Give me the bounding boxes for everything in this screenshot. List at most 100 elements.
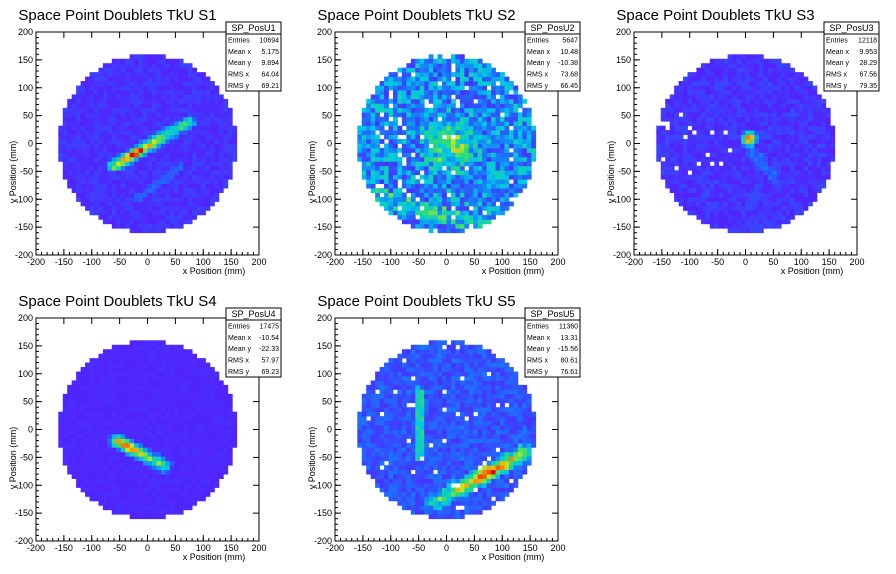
heatmap-cell (80, 389, 86, 395)
heatmap-cell (151, 107, 157, 113)
heatmap-cell (821, 165, 827, 171)
heatmap-cell (98, 147, 104, 153)
heatmap-cell (732, 210, 737, 216)
heatmap-cell (134, 54, 139, 60)
heatmap-cell (816, 143, 822, 149)
heatmap-cell (111, 371, 117, 377)
heatmap-cell (98, 393, 104, 399)
heatmap-cell (772, 121, 778, 127)
heatmap-cell (714, 76, 720, 82)
heatmap-cell (116, 156, 122, 162)
heatmap-cell (785, 197, 791, 202)
heatmap-cell (156, 223, 162, 229)
heatmap-cell (107, 147, 113, 153)
heatmap-cell (93, 210, 99, 216)
heatmap-cell (169, 210, 175, 216)
heatmap-cell (504, 188, 510, 193)
heatmap-cell (482, 76, 488, 82)
heatmap-cell (500, 197, 505, 202)
heatmap-cell (201, 201, 206, 207)
heatmap-cell (116, 107, 122, 113)
heatmap-cell (116, 474, 122, 479)
heatmap-cell (116, 121, 122, 127)
heatmap-cell (526, 121, 532, 127)
heatmap-cell (410, 143, 416, 149)
heatmap-cell (482, 81, 488, 86)
heatmap-cell (522, 147, 528, 153)
heatmap-cell (763, 103, 769, 109)
heatmap-cell (781, 121, 787, 127)
heatmap-cell (223, 174, 229, 180)
heatmap-cell (758, 116, 764, 122)
heatmap-cell (102, 161, 108, 167)
heatmap-cell (482, 134, 488, 140)
heatmap-cell (486, 76, 492, 82)
heatmap-cell (428, 130, 434, 135)
heatmap-cell (384, 85, 389, 91)
heatmap-cell (754, 147, 760, 153)
heatmap-cell (67, 174, 73, 180)
heatmap-cell (80, 460, 86, 466)
heatmap-cell (656, 152, 662, 158)
heatmap-cell (772, 81, 778, 86)
heatmap-cell (442, 179, 447, 185)
heatmap-cell (129, 219, 135, 225)
heatmap-cell (102, 63, 108, 69)
heatmap-cell (718, 63, 724, 69)
heatmap-cell (357, 143, 363, 149)
heatmap-cell (450, 81, 456, 86)
heatmap-cell (93, 107, 99, 113)
heatmap-cell (375, 197, 380, 202)
heatmap-cell (80, 152, 86, 158)
heatmap-cell (85, 112, 90, 118)
heatmap-cell (178, 179, 184, 185)
heatmap-cell (781, 219, 787, 225)
heatmap-cell (62, 143, 68, 149)
heatmap-cell (134, 398, 139, 404)
heatmap-cell (714, 165, 720, 171)
heatmap-cell (151, 407, 157, 413)
heatmap-cell (107, 112, 113, 118)
heatmap-cell (415, 85, 421, 91)
heatmap-cell (62, 393, 68, 399)
heatmap-cell (89, 197, 95, 202)
heatmap-cell (98, 429, 104, 435)
heatmap-cell (71, 130, 77, 135)
heatmap-cell (428, 63, 434, 69)
heatmap-cell (111, 214, 117, 220)
heatmap-cell (477, 89, 483, 95)
heatmap-cell (745, 214, 751, 220)
heatmap-cell (807, 81, 813, 86)
heatmap-cell (125, 98, 131, 104)
heatmap-cell (183, 170, 189, 176)
heatmap-cell (201, 174, 206, 180)
heatmap-cell (67, 451, 73, 457)
heatmap-cell (375, 107, 380, 113)
heatmap-cell (107, 456, 113, 462)
heatmap-cell (98, 371, 104, 377)
heatmap-cell (223, 116, 229, 122)
heatmap-cell (718, 179, 724, 185)
heatmap-cell (491, 210, 496, 216)
heatmap-cell (156, 183, 162, 189)
heatmap-cell (120, 491, 126, 497)
heatmap-cell (683, 125, 688, 131)
heatmap-cell (138, 362, 144, 368)
heatmap-cell (758, 143, 764, 149)
heatmap-cell (424, 112, 430, 118)
heatmap-cell (433, 85, 438, 91)
heatmap-cell (732, 228, 737, 234)
heatmap-cell (700, 197, 706, 202)
heatmap-cell (169, 197, 175, 202)
heatmap-cell (468, 165, 474, 171)
heatmap-cell (749, 54, 755, 60)
heatmap-cell (473, 81, 479, 86)
heatmap-cell (125, 407, 131, 413)
heatmap-cell (125, 134, 131, 140)
heatmap-cell (401, 210, 407, 216)
heatmap-cell (209, 147, 215, 153)
heatmap-cell (812, 134, 818, 140)
heatmap-cell (517, 121, 523, 127)
heatmap-cell (93, 433, 99, 439)
heatmap-cell (156, 371, 162, 377)
